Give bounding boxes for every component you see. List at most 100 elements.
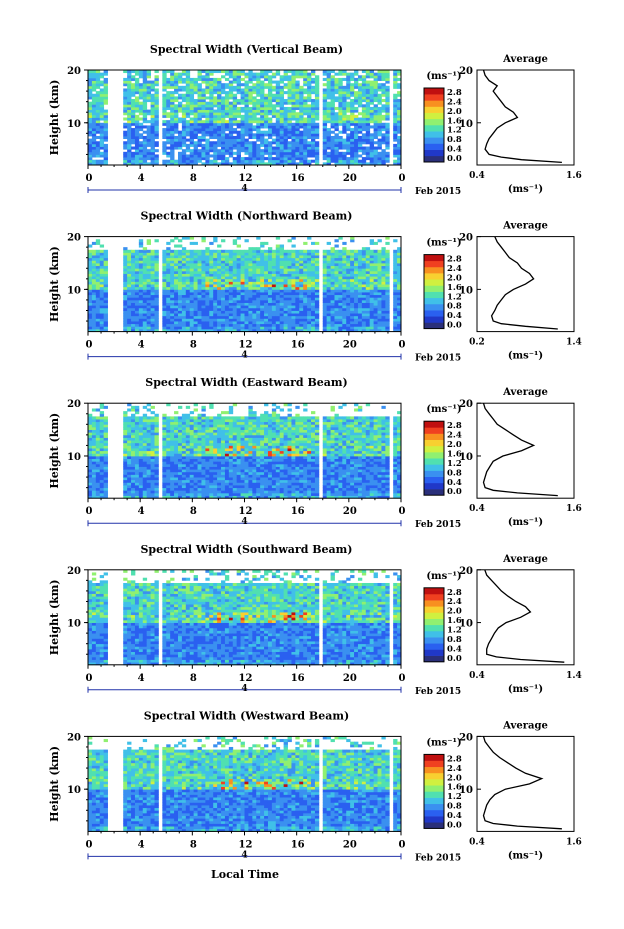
heatmap-cell [342, 157, 347, 161]
heatmap-cell [217, 93, 222, 97]
heatmap-cell [365, 130, 371, 134]
heatmap-cell [236, 265, 241, 269]
heatmap-cell [236, 270, 241, 274]
heatmap-cell [307, 83, 312, 87]
heatmap-cell [279, 276, 285, 280]
heatmap-cell [291, 91, 296, 95]
heatmap-cell [221, 109, 226, 113]
heatmap-cell [303, 106, 308, 110]
heatmap-cell [397, 159, 402, 163]
heatmap-cell [221, 104, 226, 108]
heatmap-cell [287, 323, 292, 327]
heatmap-cell [264, 109, 269, 113]
heatmap-cell [397, 70, 402, 74]
heatmap-cell [103, 162, 108, 166]
heatmap-cell [283, 146, 288, 150]
heatmap-cell [193, 313, 198, 317]
heatmap-cell [91, 133, 97, 137]
heatmap-cell [103, 461, 108, 465]
heatmap-cell [170, 292, 175, 296]
heatmap-cell [287, 83, 292, 87]
heatmap-cell [232, 80, 238, 84]
heatmap-cell [311, 297, 316, 301]
heatmap-cell [373, 257, 378, 261]
heatmap-cell [307, 236, 312, 240]
heatmap-cell [385, 268, 390, 272]
heatmap-cell [283, 141, 288, 145]
heatmap-cell [275, 307, 281, 311]
heatmap-cell [99, 114, 105, 118]
heatmap-cell [295, 260, 300, 264]
heatmap-cell [283, 323, 288, 327]
heatmap-cell [307, 289, 312, 293]
heatmap-cell [205, 149, 210, 153]
heatmap-cell [299, 262, 304, 267]
heatmap-cell [365, 292, 371, 296]
heatmap-cell [307, 294, 312, 298]
heatmap-cell [99, 146, 105, 150]
heatmap-cell [275, 149, 281, 153]
heatmap-cell [166, 284, 171, 288]
heatmap-cell [185, 313, 191, 317]
heatmap-cell [127, 276, 132, 280]
heatmap-cell [357, 286, 363, 290]
heatmap-cell [322, 143, 328, 147]
heatmap-cell [287, 125, 292, 129]
heatmap-cell [385, 262, 390, 267]
heatmap-cell [287, 262, 292, 267]
heatmap-cell [350, 297, 355, 301]
heatmap-cell [193, 151, 198, 155]
heatmap-cell [369, 83, 375, 87]
heatmap-cell [271, 138, 277, 142]
heatmap-cell [256, 122, 261, 126]
heatmap-cell [123, 278, 128, 282]
heatmap-cell [103, 323, 108, 327]
heatmap-cell [385, 315, 390, 319]
heatmap-cell [99, 429, 105, 433]
colorbar-swatch [424, 155, 444, 163]
heatmap-cell [181, 247, 187, 251]
heatmap-cell [166, 83, 171, 87]
heatmap-cell [224, 133, 230, 137]
heatmap-cell [397, 310, 402, 314]
heatmap-cell [248, 313, 253, 317]
heatmap-cell [134, 286, 140, 290]
heatmap-cell [127, 281, 132, 285]
heatmap-cell [299, 99, 304, 103]
heatmap-cell [314, 315, 320, 319]
heatmap-cell [314, 281, 320, 285]
heatmap-cell [393, 162, 398, 166]
heatmap-cell [185, 159, 191, 163]
heatmap-cell [338, 249, 343, 253]
heatmap-cell [385, 146, 390, 150]
heatmap-cell [221, 289, 226, 293]
colorbar-swatch [424, 137, 444, 144]
heatmap-cell [381, 77, 386, 81]
heatmap-cell [221, 321, 226, 325]
heatmap-cell [381, 289, 386, 293]
heatmap-cell [95, 268, 101, 272]
heatmap-cell [95, 273, 101, 277]
heatmap-cell [342, 247, 347, 251]
heatmap-cell [369, 294, 375, 298]
heatmap-cell [303, 284, 308, 288]
heatmap-cell [338, 93, 343, 97]
heatmap-cell [189, 328, 195, 332]
heatmap-cell [189, 80, 195, 84]
heatmap-cell [193, 289, 198, 293]
heatmap-cell [213, 77, 218, 81]
heatmap-cell [95, 463, 101, 467]
heatmap-cell [283, 128, 288, 132]
heatmap-cell [291, 299, 296, 303]
heatmap-cell [361, 138, 367, 142]
heatmap-cell [91, 299, 97, 303]
heatmap-cell [123, 281, 128, 285]
heatmap-cell [385, 135, 390, 140]
heatmap-cell [197, 262, 202, 267]
heatmap-cell [385, 273, 390, 277]
heatmap-cell [275, 130, 281, 134]
heatmap-cell [244, 80, 249, 84]
heatmap-cell [88, 437, 93, 441]
heatmap-cell [232, 328, 238, 332]
